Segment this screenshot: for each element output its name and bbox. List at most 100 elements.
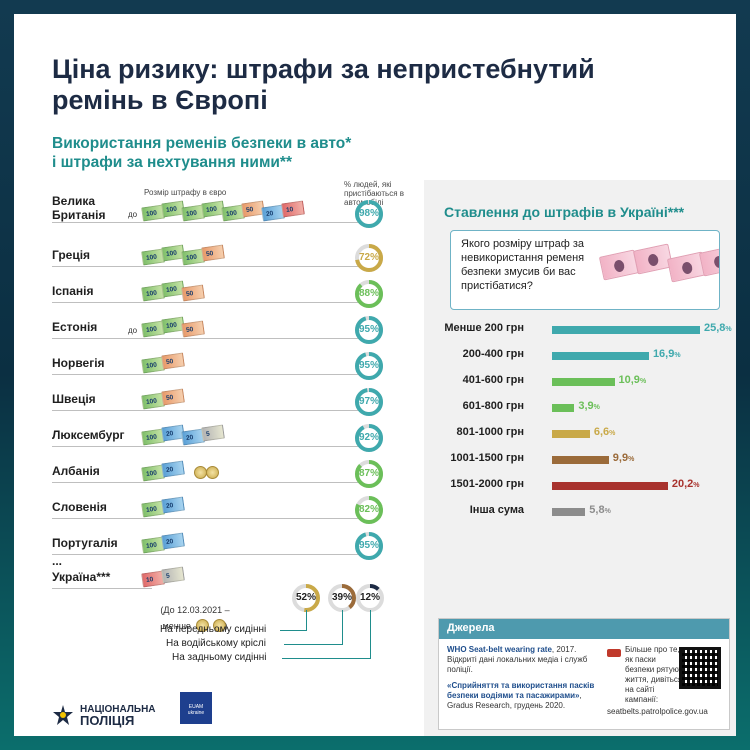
seatbelt-pct-ring (355, 352, 383, 380)
country-name: Велика Британія (52, 194, 106, 222)
source-campaign: Більше про те, як паски безпеки рятують … (607, 645, 687, 705)
ring-pct-label: 95% (358, 540, 379, 551)
ring-fill (355, 388, 383, 416)
seat-label-front: На передньому сидінні (160, 624, 267, 635)
seatbelt-pct-ring (355, 244, 383, 272)
bar-row: 601-800 грн 3,9% (424, 400, 736, 416)
ring-pct-label: 72% (358, 252, 379, 263)
bar (552, 378, 615, 386)
survey-question: Якого розміру штраф за невикористання ре… (461, 238, 585, 292)
ring-pct-label: 87% (358, 468, 379, 479)
ring-pct-label: 52% (295, 592, 316, 603)
bar-value-label: 16,9% (653, 348, 681, 360)
row-divider (52, 374, 362, 375)
source-gradus-bold: «Сприйняття та використання пасків безпе… (447, 681, 595, 700)
ring-fill (355, 424, 383, 452)
bar-value-label: 3,9% (578, 400, 600, 412)
euro-bill-10: 10 (281, 200, 305, 218)
ring-pct-label: 95% (358, 324, 379, 335)
bar (552, 326, 700, 334)
bar-value: 25,8 (704, 322, 726, 334)
euro-bill-50: 50 (161, 352, 185, 370)
bar-value-label: 9,9% (613, 452, 635, 464)
country-name: Естонія (52, 320, 98, 334)
pct-suffix: % (725, 326, 732, 333)
bar (552, 482, 668, 490)
seatbelt-pct-ring (355, 200, 383, 228)
euro-bill-50: 50 (181, 284, 205, 302)
ring-fill (328, 584, 356, 612)
row-divider (52, 588, 152, 589)
euro-bill-5: 5 (201, 424, 225, 442)
ukraine-previous-fine-note: (До 12.03.2021 – менше ) (140, 604, 250, 632)
bar-value: 20,2 (671, 478, 694, 490)
pct-suffix: % (593, 404, 600, 411)
bar (552, 352, 649, 360)
bar-value-label: 5,8% (589, 504, 611, 516)
bar (552, 456, 609, 464)
bar-label: 200-400 грн (462, 348, 524, 360)
ring-fill (355, 352, 383, 380)
euam-logo: EUAM ukraine (180, 692, 212, 724)
note-line-2: менше ) (140, 616, 250, 632)
campaign-text: Більше про те, як паски безпеки рятують … (625, 645, 687, 704)
ring-fill (355, 460, 383, 488)
coin-icon (196, 619, 210, 632)
ukraine-attitude-panel: Ставлення до штрафів в Україні*** Якого … (424, 180, 736, 736)
sources-title: Джерела (439, 619, 729, 639)
bar-value-label: 25,8% (704, 322, 732, 334)
source-who: WHO Seat-belt wearing rate, 2017. Відкри… (447, 645, 597, 675)
euro-bill-5: 5 (161, 566, 185, 584)
euro-bill-20: 20 (161, 496, 185, 514)
subtitle-line-1: Використання ременів безпеки в авто* (52, 135, 352, 152)
source-gradus: «Сприйняття та використання пасків безпе… (447, 681, 597, 711)
bar-label: 1501-2000 грн (450, 478, 524, 490)
seat-label-rear: На задньому сидінні (172, 652, 267, 663)
country-name: Албанія (52, 464, 100, 478)
country-name: Словенія (52, 500, 107, 514)
list-ellipsis: ... (52, 554, 63, 568)
sources-box: Джерела WHO Seat-belt wearing rate, 2017… (438, 618, 730, 730)
ring-pct-label: 97% (358, 396, 379, 407)
row-divider (52, 222, 362, 223)
bar-row: 401-600 грн 10,9% (424, 374, 736, 390)
note-line-1: (До 12.03.2021 – (160, 605, 230, 615)
ring-fill (355, 496, 383, 524)
seatbelt-pct-ring (355, 424, 383, 452)
bar (552, 404, 575, 412)
source-who-rest: , 2017. Відкриті дані локальних медіа і … (447, 645, 588, 674)
bar-row: Інша сума 5,8% (424, 504, 736, 520)
pct-suffix: % (628, 456, 635, 463)
euro-bill-20: 20 (161, 460, 185, 478)
panel-title: Ставлення до штрафів в Україні*** (444, 204, 685, 220)
country-name: Греція (52, 248, 91, 262)
page-title: Ціна ризику: штрафи за непристебнутий ре… (52, 54, 595, 115)
campaign-url[interactable]: seatbelts.patrolpolice.gov.ua (607, 707, 708, 716)
connector-line (306, 610, 307, 631)
connector-line (282, 658, 370, 659)
fine-prefix: до (128, 210, 138, 219)
source-gradus-rest: , Gradus Research, грудень 2020. (447, 691, 582, 710)
row-divider (52, 554, 362, 555)
country-name: Іспанія (52, 284, 94, 298)
ring-fill (355, 200, 383, 228)
bar-row: Менше 200 грн 25,8% (424, 322, 736, 338)
ring-fill (355, 244, 383, 272)
coin-icon (212, 619, 226, 632)
euro-bill-50: 50 (181, 320, 205, 338)
ring-pct-label: 95% (358, 360, 379, 371)
pct-suffix: % (693, 482, 700, 489)
bar-value: 6,6 (593, 426, 610, 438)
seatbelt-pct-ring (355, 496, 383, 524)
seatbelt-pct-ring (355, 532, 383, 560)
bar (552, 430, 590, 438)
row-divider (52, 446, 362, 447)
seatbelt-pct-ring (355, 316, 383, 344)
qr-code[interactable] (679, 647, 721, 689)
police-logo-text: НАЦІОНАЛЬНА ПОЛІЦІЯ (80, 704, 156, 727)
connector-line (370, 610, 371, 659)
bar-value: 9,9 (612, 452, 629, 464)
hryvnia-bill-image (698, 245, 719, 277)
subtitle-line-2: і штрафи за нехтування ними** (52, 154, 293, 171)
fine-prefix: до (128, 326, 138, 335)
